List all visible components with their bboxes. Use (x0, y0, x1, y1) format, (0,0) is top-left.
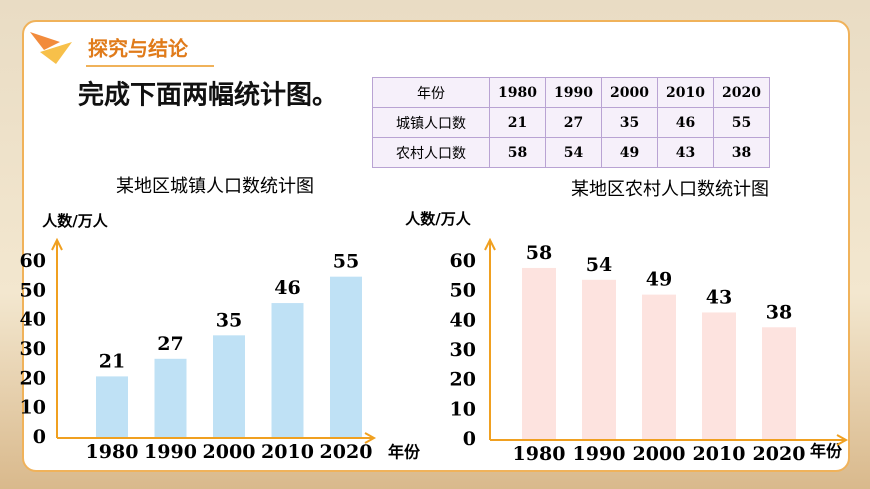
table-cell: 58 (489, 137, 546, 168)
x-tick-label: 2020 (753, 443, 806, 465)
value-label: 58 (526, 242, 552, 264)
value-label: 21 (99, 350, 125, 372)
table-cell: 49 (601, 137, 658, 168)
bar (96, 376, 128, 438)
table-cell: 54 (545, 137, 602, 168)
x-tick-label: 2020 (320, 441, 373, 463)
x-tick-label: 1980 (513, 443, 566, 465)
y-tick-label: 50 (450, 280, 476, 302)
x-axis-arrow (836, 434, 849, 446)
bar (213, 335, 245, 438)
y-tick-label: 30 (450, 339, 476, 361)
plane-icon (40, 42, 72, 64)
table-row: 农村人口数 58 54 49 43 38 (372, 137, 770, 168)
table-cell: 2020 (713, 77, 770, 108)
value-label: 35 (216, 309, 242, 331)
table-cell: 1980 (489, 77, 546, 108)
x-axis-arrow (364, 432, 377, 444)
value-label: 49 (646, 269, 672, 291)
table-cell: 38 (713, 137, 770, 168)
x-tick-label: 1980 (86, 441, 139, 463)
table-row: 城镇人口数 21 27 35 46 55 (372, 107, 770, 138)
x-axis-label: 年份 (810, 442, 843, 461)
y-axis-label: 人数/万人 (42, 212, 108, 230)
x-axis-label: 年份 (388, 443, 421, 462)
x-tick-label: 1990 (573, 443, 626, 465)
bar (154, 358, 187, 438)
bar (271, 303, 304, 438)
y-axis-arrow (51, 237, 63, 251)
value-label: 27 (157, 333, 183, 355)
value-label: 46 (274, 277, 300, 299)
x-tick-label: 2000 (203, 441, 256, 463)
bar (522, 267, 556, 440)
table-cell: 2000 (601, 77, 658, 108)
table-cell: 农村人口数 (372, 137, 490, 168)
x-tick-label: 2010 (693, 443, 746, 465)
y-tick-label: 50 (20, 279, 46, 301)
table-row: 年份 1980 1990 2000 2010 2020 (372, 77, 770, 108)
chart-title: 某地区农村人口数统计图 (571, 179, 769, 200)
y-tick-label: 0 (33, 426, 46, 448)
bar (702, 312, 736, 440)
bar (762, 327, 796, 440)
bar (330, 276, 362, 438)
bar (582, 279, 616, 440)
value-label: 43 (706, 286, 732, 308)
bar (642, 294, 676, 440)
value-label: 54 (586, 254, 612, 276)
x-tick-label: 2000 (633, 443, 686, 465)
y-tick-label: 10 (450, 398, 476, 420)
table-cell: 21 (489, 107, 546, 138)
table-cell: 43 (657, 137, 714, 168)
y-tick-label: 60 (450, 250, 476, 272)
table-cell: 1990 (545, 77, 602, 108)
table-cell: 35 (601, 107, 658, 138)
table-cell: 2010 (657, 77, 714, 108)
chart-title: 某地区城镇人口数统计图 (116, 176, 314, 197)
header-title: 探究与结论 (88, 37, 189, 61)
x-tick-label: 2010 (261, 441, 314, 463)
y-axis-arrow (484, 237, 496, 251)
y-tick-label: 0 (463, 428, 476, 450)
y-tick-label: 40 (20, 309, 46, 331)
y-tick-label: 30 (20, 338, 46, 360)
table-cell: 城镇人口数 (372, 107, 490, 138)
table-cell: 年份 (372, 77, 490, 108)
table-cell: 27 (545, 107, 602, 138)
y-tick-label: 40 (450, 309, 476, 331)
table-cell: 55 (713, 107, 770, 138)
value-label: 38 (766, 301, 792, 323)
y-tick-label: 20 (450, 369, 476, 391)
y-tick-label: 60 (20, 250, 46, 272)
x-tick-label: 1990 (144, 441, 197, 463)
instruction: 完成下面两幅统计图。 (78, 80, 338, 111)
plane-icon (30, 32, 60, 50)
data-table: 年份 1980 1990 2000 2010 2020 城镇人口数 21 27 35 46 55 农村人… (372, 77, 770, 168)
value-label: 55 (333, 251, 359, 273)
y-axis-label: 人数/万人 (405, 210, 471, 228)
y-tick-label: 10 (20, 397, 46, 419)
table-cell: 46 (657, 107, 714, 138)
y-tick-label: 20 (20, 367, 46, 389)
